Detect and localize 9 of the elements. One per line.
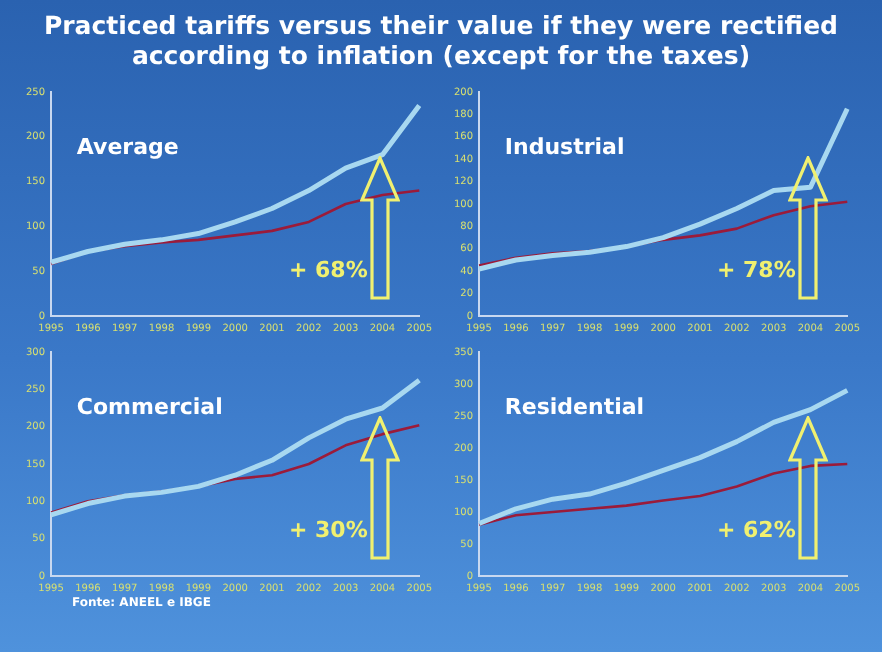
annotation: + 68% <box>288 256 368 283</box>
annotation: Commercial <box>76 393 223 420</box>
annotation: + 30% <box>288 516 368 543</box>
annotation: Residential <box>504 393 645 420</box>
chart-title: Practiced tariffs versus their value if they were rectified according to inflation (except for the taxes) <box>41 10 840 70</box>
annotation: + 62% <box>716 516 796 543</box>
annotation: Average <box>76 133 179 160</box>
annotation: + 78% <box>716 256 796 283</box>
annotation: Industrial <box>504 133 625 160</box>
